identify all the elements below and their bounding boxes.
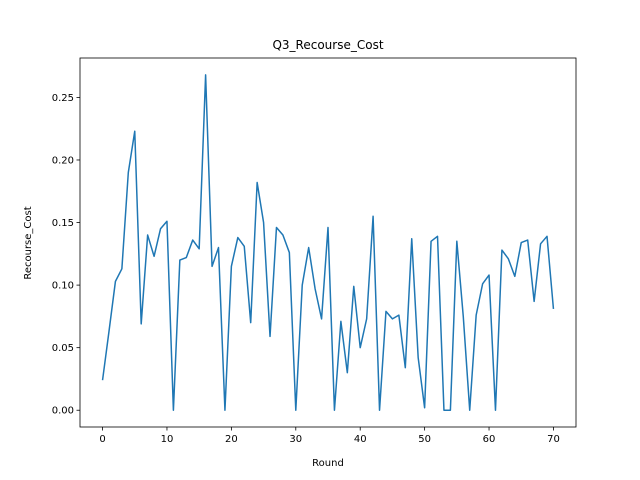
y-tick-label: 0.00	[52, 406, 74, 417]
x-tick-label: 70	[547, 434, 560, 445]
x-axis: 0 10 20 30 40 50 60 70	[99, 427, 560, 445]
x-tick-label: 20	[225, 434, 238, 445]
y-tick-label: 0.10	[52, 281, 74, 292]
x-tick-label: 0	[99, 434, 105, 445]
x-axis-label: Round	[312, 458, 344, 469]
plot-area	[79, 57, 577, 428]
y-tick-label: 0.25	[52, 93, 74, 104]
x-tick-label: 60	[483, 434, 496, 445]
y-tick-label: 0.15	[52, 218, 74, 229]
y-tick-label: 0.05	[52, 343, 74, 354]
x-tick-label: 30	[289, 434, 302, 445]
chart-title: Q3_Recourse_Cost	[272, 38, 383, 52]
x-tick-label: 10	[161, 434, 174, 445]
plot-frame	[79, 57, 577, 428]
y-axis: 0.00 0.05 0.10 0.15 0.20 0.25	[52, 93, 80, 417]
y-axis-label: Recourse_Cost	[23, 206, 34, 279]
y-tick-label: 0.20	[52, 155, 74, 166]
x-tick-label: 50	[418, 434, 431, 445]
series-line-0	[101, 74, 555, 411]
x-tick-label: 40	[354, 434, 367, 445]
